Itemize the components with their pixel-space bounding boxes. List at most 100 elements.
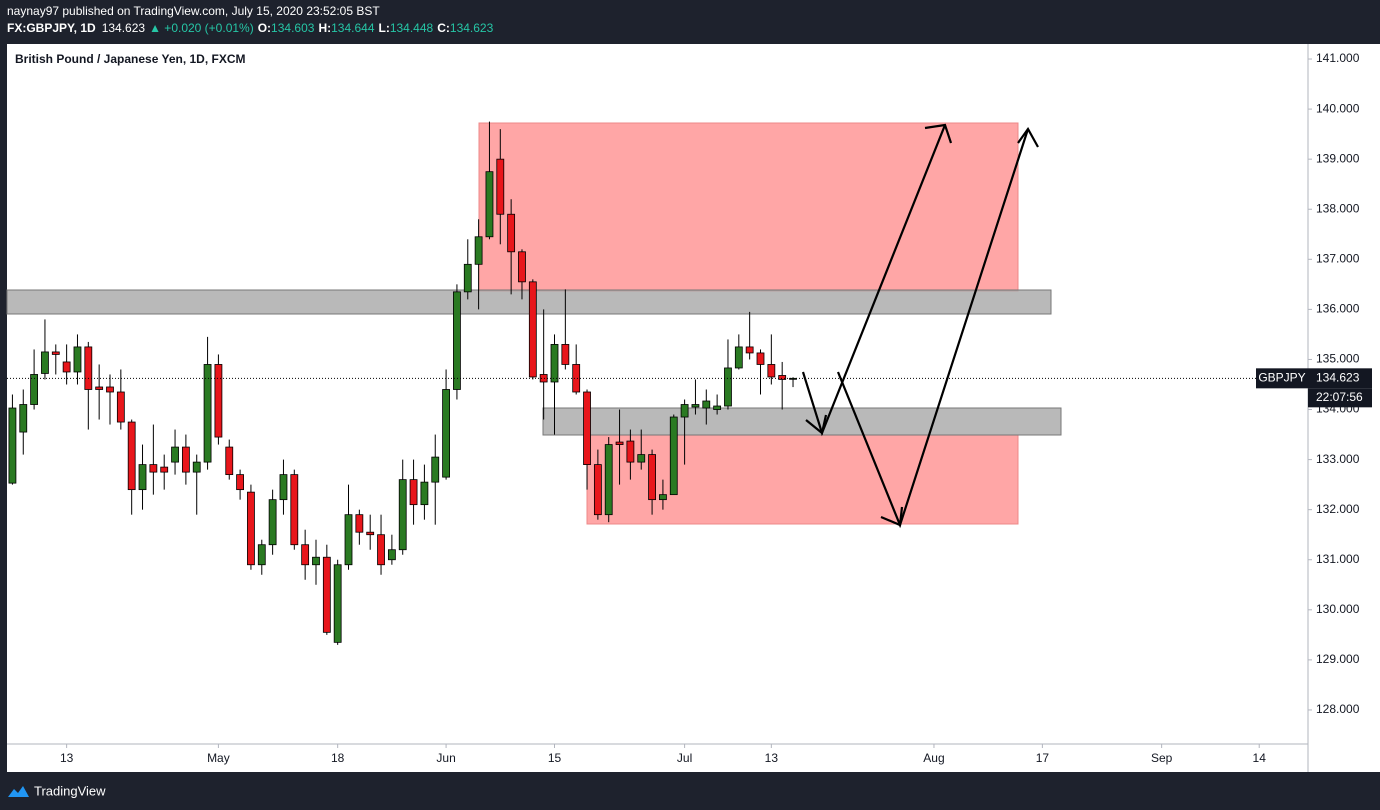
y-tick-label: 129.000 [1316,652,1360,666]
price-tags: GBPJPY 134.623 22:07:56 [1256,368,1372,408]
candle-body [149,464,158,473]
candle-body [312,556,320,566]
close-label: C: [437,21,450,35]
x-tick-label: 17 [1036,751,1050,765]
candle-body [507,213,516,253]
candle-body [84,346,93,390]
candle-body [116,391,125,423]
x-tick-label: 15 [548,751,562,765]
arrow-head [880,506,904,527]
y-tick-label: 134.000 [1316,402,1360,416]
brand: TradingView [34,783,106,798]
price-tag: 134.623 [1316,370,1360,384]
candle-body [550,344,559,383]
candle-body [377,534,385,566]
x-tick-label: May [207,751,230,765]
byline: naynay97 published on TradingView.com, J… [7,4,380,18]
candle-body [420,481,429,506]
candle-body [333,564,342,643]
candle-body [225,446,234,476]
y-tick-label: 141.000 [1316,51,1360,65]
candle-body [669,416,678,496]
y-tick-label: 131.000 [1316,552,1360,566]
candle-body [192,461,201,473]
candle-body [41,351,49,374]
candle-body [724,367,732,407]
candle-body [485,171,494,238]
candle-body [778,375,787,380]
low-label: L: [379,21,390,35]
candle-body [561,344,570,365]
candle-body [290,474,299,546]
x-tick-label: Jul [677,751,692,765]
x-tick-label: Aug [923,751,944,765]
candle-body [659,494,667,501]
candle-body [745,346,754,354]
y-tick-label: 132.000 [1316,502,1360,516]
y-tick-label: 136.000 [1316,302,1360,316]
candle-body [409,479,418,506]
symbol-line: FX:GBPJPY, 1D 134.623 ▲ +0.020 (+0.01%) O:1… [7,21,494,35]
candle-body [30,374,39,405]
candle-body [322,556,331,633]
y-tick-label: 130.000 [1316,602,1360,616]
candle-body [160,466,169,473]
candle-body [583,391,591,466]
price-tag-box [1308,368,1372,389]
arrow-head [1017,126,1039,148]
candle-body [8,407,17,484]
candle-body [518,251,526,283]
footer [0,772,1380,810]
candle-body [463,263,472,293]
candle-body [19,404,28,433]
candle-body [95,386,104,390]
x-tick-label: 14 [1253,751,1267,765]
countdown-box [1308,388,1372,408]
high-label: H: [318,21,331,35]
y-tick-label: 135.000 [1316,352,1360,366]
candle-body [127,421,136,491]
low-value: 134.448 [390,21,434,35]
x-tick-label: Jun [436,751,455,765]
candle-body [648,454,656,501]
candle-body [171,446,179,463]
candles [7,121,1308,645]
candle-body [247,491,255,566]
candle-body [181,446,190,473]
open-value: 134.603 [271,21,315,35]
candle-body [615,441,624,445]
candle-body [572,364,581,393]
supply-zone [478,122,1019,292]
candle-body [138,464,147,491]
y-tick-label: 139.000 [1316,151,1360,165]
logo [8,786,29,797]
candle-body [236,474,244,491]
candle-body [680,404,689,418]
candle-body [713,405,722,410]
x-tick-label: 13 [60,751,74,765]
candle-body [431,456,440,483]
x-tick-label: Sep [1151,751,1173,765]
y-tick-label: 128.000 [1316,702,1360,716]
symbol: FX:GBPJPY, 1D [7,21,96,35]
candle-body [734,346,743,369]
candle-body [279,474,288,501]
x-tick-label: 13 [765,751,779,765]
open-label: O: [258,21,271,35]
candle-body [73,346,82,373]
y-tick-label: 137.000 [1316,251,1360,265]
candle-body [453,291,461,390]
symbol-tag: GBPJPY [1258,370,1305,384]
chart-title: British Pound / Japanese Yen, 1D, FXCM [15,52,246,66]
high-value: 134.644 [331,21,375,35]
candle-body [387,549,396,561]
candle-body [756,352,765,365]
close-value: 134.623 [450,21,494,35]
projection-arrows [801,123,1039,529]
y-tick-label: 133.000 [1316,452,1360,466]
candle-body [528,281,537,378]
candle-body [691,404,700,408]
drawings [6,122,1062,525]
candle-body [474,236,483,265]
candle-body [626,440,635,463]
